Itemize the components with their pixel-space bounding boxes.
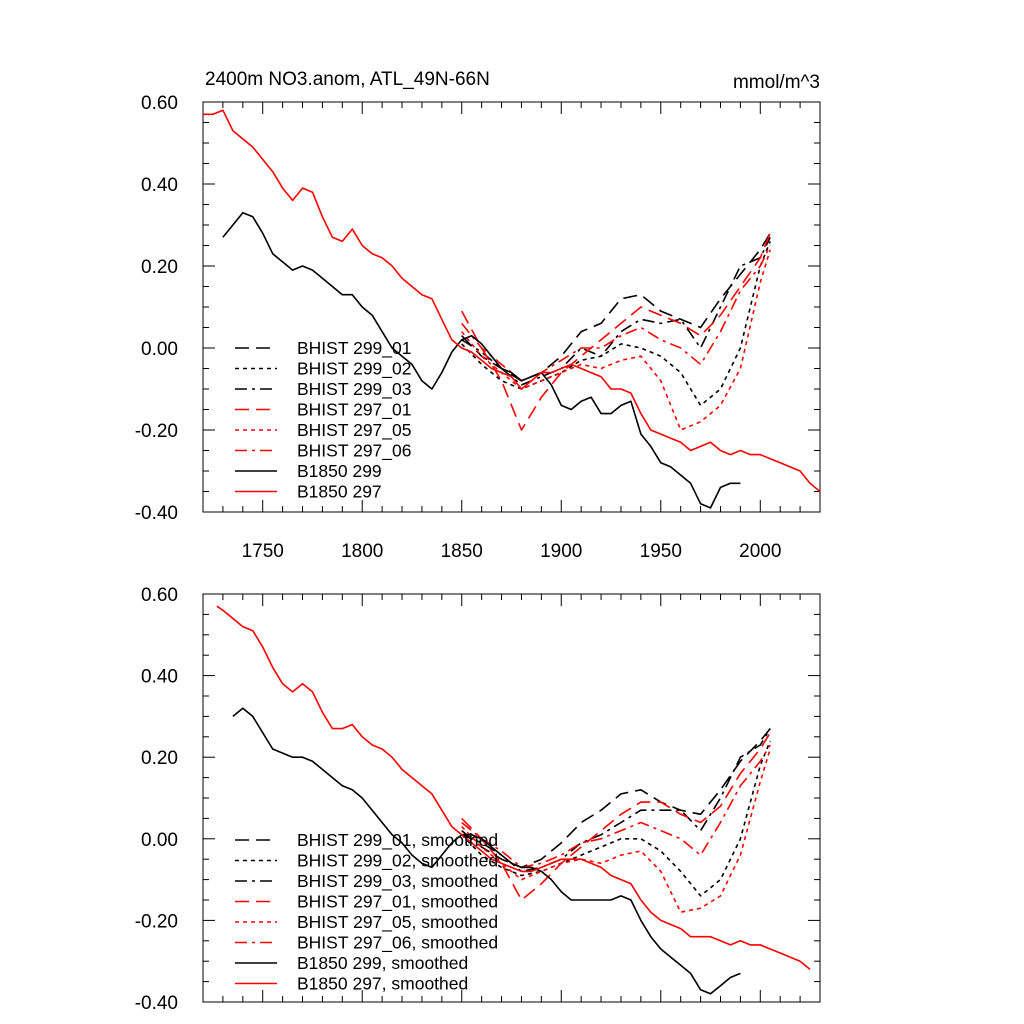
legend-label: BHIST 297_06, smoothed [297, 933, 498, 954]
legend-label: BHIST 299_01 [297, 338, 411, 359]
y-tick-label: 0.20 [141, 257, 178, 278]
series-line-4 [461, 748, 771, 913]
y-tick-label: 0.40 [141, 175, 178, 196]
legend-label: BHIST 297_06 [297, 441, 411, 462]
series-line-4 [461, 249, 771, 431]
series-line-0 [461, 232, 771, 382]
legend-label: BHIST 299_02, smoothed [297, 851, 498, 872]
y-tick-label: -0.20 [135, 421, 178, 442]
legend-label: BHIST 299_01, smoothed [297, 830, 498, 851]
bottom-panel: 0.60 0.40 0.20 0.00 -0.20 -0.40 BHIST 299_01, … [135, 585, 821, 1014]
units-label: mmol/m^3 [733, 72, 820, 93]
series-line-5 [461, 744, 771, 869]
top-panel: 0.60 0.40 0.20 0.00 -0.20 -0.40 1750 1800 1850 19… [135, 69, 821, 562]
legend-label: B1850 299, smoothed [297, 953, 468, 973]
x-tick-label: 1750 [242, 541, 284, 562]
y-tick-label: -0.40 [135, 993, 178, 1014]
plot-frame [202, 101, 821, 513]
x-tick-label: 2000 [739, 541, 781, 562]
legend-label: BHIST 297_05, smoothed [297, 912, 498, 933]
series-line-1 [461, 740, 771, 897]
legend-label: BHIST 299_02 [297, 359, 411, 380]
series-line-3 [461, 732, 771, 901]
x-tick-label: 1950 [640, 541, 682, 562]
plot-frame [202, 593, 821, 1003]
x-tick-label: 1850 [441, 541, 483, 562]
series-group [216, 605, 811, 995]
x-tick-label: 1900 [540, 541, 582, 562]
legend-label: B1850 297 [297, 482, 382, 502]
y-tick-label: 0.60 [141, 585, 178, 606]
legend-label: BHIST 299_03, smoothed [297, 871, 498, 892]
series-line-6 [222, 211, 741, 509]
y-tick-label: 0.20 [141, 748, 178, 769]
series-line-7 [203, 109, 820, 493]
x-tick-label: 1800 [341, 541, 383, 562]
series-line-6 [232, 707, 741, 995]
y-tick-label: 0.00 [141, 339, 178, 360]
series-group [203, 109, 820, 509]
y-tick-label: 0.60 [141, 93, 178, 114]
series-line-3 [460, 232, 771, 431]
y-tick-label: 0.40 [141, 667, 178, 688]
legend-label: B1850 297, smoothed [297, 974, 468, 994]
y-tick-label: 0.00 [141, 830, 178, 851]
legend-label: BHIST 299_03 [297, 379, 411, 400]
legend-label: B1850 299 [297, 461, 382, 481]
y-tick-label: -0.40 [135, 503, 178, 524]
series-line-5 [461, 245, 771, 382]
legend-label: BHIST 297_01, smoothed [297, 892, 498, 913]
y-tick-label: -0.20 [135, 911, 178, 932]
series-line-2 [461, 728, 771, 873]
series-line-7 [216, 605, 811, 971]
series-line-1 [461, 241, 771, 407]
chart-title: 2400m NO3.anom, ATL_49N-66N [205, 69, 490, 90]
series-line-2 [461, 236, 771, 386]
legend-label: BHIST 297_01 [297, 400, 411, 421]
legend-label: BHIST 297_05 [297, 420, 411, 441]
series-line-0 [461, 728, 771, 869]
